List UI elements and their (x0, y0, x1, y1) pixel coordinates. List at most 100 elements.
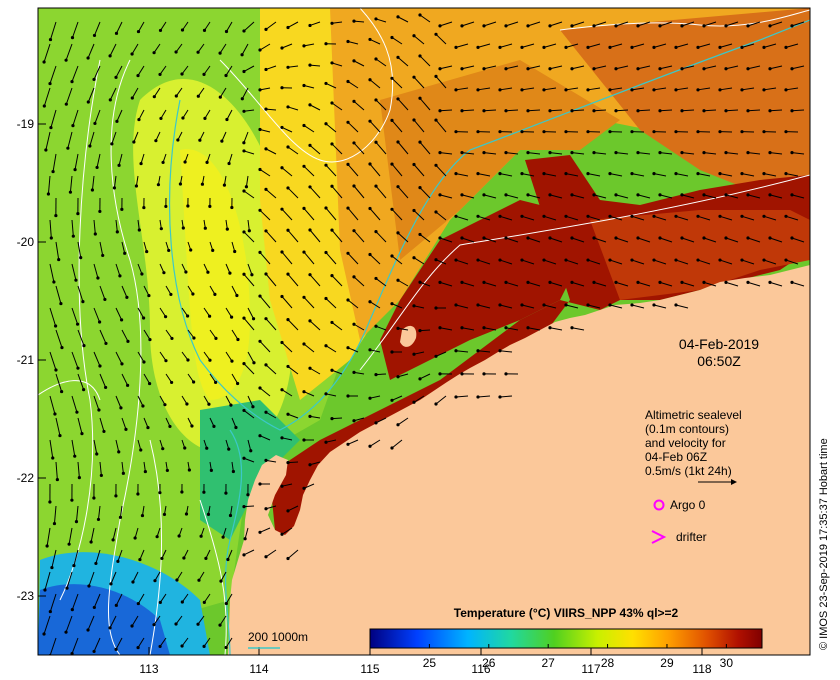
velocity-vector-head (174, 94, 178, 98)
velocity-vector (369, 254, 381, 265)
velocity-vector (303, 251, 315, 265)
velocity-vector-head (158, 491, 162, 495)
velocity-vector (571, 194, 585, 199)
velocity-vector (505, 281, 519, 287)
velocity-vector-head (548, 326, 552, 330)
velocity-vector (226, 21, 233, 32)
velocity-vector (505, 21, 519, 27)
velocity-vector-head (790, 67, 794, 71)
velocity-vector (697, 87, 711, 91)
velocity-vector (435, 259, 447, 265)
velocity-vector (593, 21, 607, 27)
velocity-vector (225, 351, 233, 362)
velocity-vector (571, 281, 585, 287)
velocity-vector (653, 259, 667, 265)
velocity-vector-head (482, 280, 486, 284)
velocity-vector-head (159, 116, 163, 121)
velocity-vector (565, 215, 579, 221)
velocity-vector-head (570, 151, 574, 155)
velocity-vector (587, 87, 601, 91)
velocity-vector (391, 77, 403, 89)
velocity-vector (243, 410, 255, 419)
velocity-vector-head (460, 109, 464, 113)
velocity-vector (413, 257, 425, 265)
velocity-vector-head (242, 141, 246, 145)
velocity-vector-head (542, 258, 546, 262)
velocity-vector (287, 21, 299, 28)
velocity-vector (265, 273, 277, 287)
velocity-vector (225, 395, 232, 406)
velocity-vector (159, 395, 166, 405)
velocity-vector (785, 173, 799, 177)
velocity-vector-head (42, 60, 46, 64)
velocity-vector (375, 325, 387, 331)
velocity-vector-head (460, 24, 464, 28)
velocity-vector-head (53, 412, 57, 416)
velocity-vector-head (264, 27, 268, 31)
velocity-vector (543, 87, 557, 91)
velocity-vector-head (346, 79, 350, 84)
velocity-vector-head (784, 214, 788, 218)
velocity-vector (247, 263, 253, 275)
velocity-vector (391, 120, 403, 133)
velocity-vector (110, 571, 117, 585)
velocity-vector (609, 304, 623, 309)
island (400, 325, 417, 347)
velocity-vector (725, 194, 739, 199)
velocity-vector-head (170, 380, 174, 385)
velocity-vector-head (181, 116, 185, 120)
velocity-vector (244, 527, 249, 539)
velocity-vector-head (746, 24, 750, 28)
velocity-vector (265, 549, 277, 558)
velocity-vector-head (162, 512, 167, 517)
velocity-vector-head (438, 236, 442, 240)
velocity-vector (637, 152, 651, 155)
velocity-vectors (42, 13, 805, 655)
velocity-vector (281, 389, 293, 397)
velocity-vector (77, 373, 85, 390)
velocity-vector-head (242, 316, 246, 320)
velocity-vector-head (66, 146, 70, 150)
velocity-vector (281, 483, 293, 487)
velocity-vector-head (368, 206, 372, 211)
velocity-vector (219, 43, 227, 54)
velocity-vector-head (264, 107, 268, 111)
velocity-vector-head (412, 75, 416, 79)
velocity-vector-head (498, 45, 502, 50)
velocity-vector-head (52, 280, 56, 284)
velocity-vector-head (696, 258, 700, 262)
velocity-vector (439, 152, 453, 155)
velocity-vector-head (674, 258, 678, 262)
velocity-vector-head (374, 421, 378, 425)
velocity-vector-head (218, 51, 222, 55)
velocity-vector-head (390, 76, 394, 80)
velocity-vector-head (191, 292, 195, 296)
velocity-vector-head (204, 556, 208, 560)
lon-tick-label: 118 (692, 662, 712, 676)
velocity-vector-head (614, 67, 618, 71)
velocity-vector (309, 229, 321, 243)
velocity-vector-head (227, 161, 231, 166)
velocity-vector-head (498, 88, 502, 92)
velocity-vector (587, 259, 601, 265)
velocity-vector-head (286, 145, 290, 149)
colorbar-label: 29 (660, 656, 674, 670)
velocity-vector-head (412, 162, 416, 167)
velocity-vector-head (242, 408, 246, 413)
velocity-vector-head (520, 214, 524, 218)
velocity-vector (725, 281, 739, 287)
velocity-vector (615, 21, 629, 27)
velocity-vector (247, 439, 252, 451)
velocity-vector-head (46, 192, 51, 196)
velocity-vector-head (762, 214, 766, 218)
velocity-vector-head (92, 605, 96, 610)
velocity-vector (241, 87, 249, 99)
velocity-vector-head (460, 236, 464, 240)
velocity-vector-head (181, 226, 185, 230)
velocity-vector (309, 274, 321, 287)
velocity-vector (477, 87, 491, 91)
velocity-vector (549, 237, 563, 243)
velocity-vector (287, 549, 299, 559)
velocity-vector (549, 152, 563, 155)
